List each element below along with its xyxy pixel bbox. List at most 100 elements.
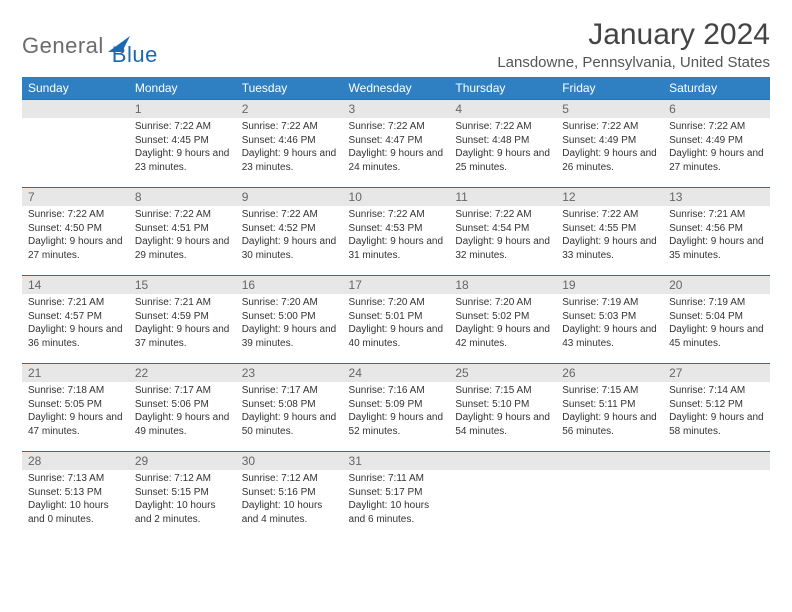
day-content: Sunrise: 7:22 AMSunset: 4:49 PMDaylight:…	[663, 118, 770, 178]
calendar-day: 11Sunrise: 7:22 AMSunset: 4:54 PMDayligh…	[449, 187, 556, 275]
day-content: Sunrise: 7:22 AMSunset: 4:55 PMDaylight:…	[556, 206, 663, 266]
calendar-day: 2Sunrise: 7:22 AMSunset: 4:46 PMDaylight…	[236, 99, 343, 187]
day-content: Sunrise: 7:22 AMSunset: 4:50 PMDaylight:…	[22, 206, 129, 266]
weekday-header: Tuesday	[236, 77, 343, 99]
weekday-header: Saturday	[663, 77, 770, 99]
calendar-day: 22Sunrise: 7:17 AMSunset: 5:06 PMDayligh…	[129, 363, 236, 451]
day-number: 15	[129, 275, 236, 294]
calendar-day: 18Sunrise: 7:20 AMSunset: 5:02 PMDayligh…	[449, 275, 556, 363]
calendar-day: 20Sunrise: 7:19 AMSunset: 5:04 PMDayligh…	[663, 275, 770, 363]
calendar-day: 9Sunrise: 7:22 AMSunset: 4:52 PMDaylight…	[236, 187, 343, 275]
day-content: Sunrise: 7:22 AMSunset: 4:46 PMDaylight:…	[236, 118, 343, 178]
day-content: Sunrise: 7:20 AMSunset: 5:00 PMDaylight:…	[236, 294, 343, 354]
calendar-day: 31Sunrise: 7:11 AMSunset: 5:17 PMDayligh…	[343, 451, 450, 539]
day-number: 2	[236, 99, 343, 118]
day-number-empty	[556, 451, 663, 470]
weekday-row: SundayMondayTuesdayWednesdayThursdayFrid…	[22, 77, 770, 99]
logo-text-general: General	[22, 33, 104, 59]
day-number: 13	[663, 187, 770, 206]
day-number: 22	[129, 363, 236, 382]
day-number-empty	[663, 451, 770, 470]
day-content: Sunrise: 7:21 AMSunset: 4:59 PMDaylight:…	[129, 294, 236, 354]
calendar-body: 1Sunrise: 7:22 AMSunset: 4:45 PMDaylight…	[22, 99, 770, 539]
day-number: 25	[449, 363, 556, 382]
calendar-day: 15Sunrise: 7:21 AMSunset: 4:59 PMDayligh…	[129, 275, 236, 363]
weekday-header: Monday	[129, 77, 236, 99]
day-number: 10	[343, 187, 450, 206]
day-number: 20	[663, 275, 770, 294]
calendar-day: 28Sunrise: 7:13 AMSunset: 5:13 PMDayligh…	[22, 451, 129, 539]
day-number: 28	[22, 451, 129, 470]
weekday-header: Wednesday	[343, 77, 450, 99]
logo-text-blue: Blue	[112, 42, 158, 68]
calendar-day: 13Sunrise: 7:21 AMSunset: 4:56 PMDayligh…	[663, 187, 770, 275]
calendar-row: 28Sunrise: 7:13 AMSunset: 5:13 PMDayligh…	[22, 451, 770, 539]
day-content: Sunrise: 7:20 AMSunset: 5:01 PMDaylight:…	[343, 294, 450, 354]
day-content: Sunrise: 7:11 AMSunset: 5:17 PMDaylight:…	[343, 470, 450, 530]
calendar-day: 17Sunrise: 7:20 AMSunset: 5:01 PMDayligh…	[343, 275, 450, 363]
day-number: 4	[449, 99, 556, 118]
day-content: Sunrise: 7:17 AMSunset: 5:06 PMDaylight:…	[129, 382, 236, 442]
day-number: 16	[236, 275, 343, 294]
calendar-day: 30Sunrise: 7:12 AMSunset: 5:16 PMDayligh…	[236, 451, 343, 539]
day-number: 14	[22, 275, 129, 294]
calendar-day: 8Sunrise: 7:22 AMSunset: 4:51 PMDaylight…	[129, 187, 236, 275]
day-content: Sunrise: 7:22 AMSunset: 4:49 PMDaylight:…	[556, 118, 663, 178]
calendar-head: SundayMondayTuesdayWednesdayThursdayFrid…	[22, 77, 770, 99]
location: Lansdowne, Pennsylvania, United States	[497, 54, 770, 71]
calendar-day-empty	[449, 451, 556, 539]
day-number: 19	[556, 275, 663, 294]
calendar-day: 1Sunrise: 7:22 AMSunset: 4:45 PMDaylight…	[129, 99, 236, 187]
day-number: 7	[22, 187, 129, 206]
day-number: 12	[556, 187, 663, 206]
day-content: Sunrise: 7:21 AMSunset: 4:56 PMDaylight:…	[663, 206, 770, 266]
calendar-day: 10Sunrise: 7:22 AMSunset: 4:53 PMDayligh…	[343, 187, 450, 275]
calendar-day: 14Sunrise: 7:21 AMSunset: 4:57 PMDayligh…	[22, 275, 129, 363]
calendar-day: 23Sunrise: 7:17 AMSunset: 5:08 PMDayligh…	[236, 363, 343, 451]
calendar-day: 6Sunrise: 7:22 AMSunset: 4:49 PMDaylight…	[663, 99, 770, 187]
day-content: Sunrise: 7:22 AMSunset: 4:48 PMDaylight:…	[449, 118, 556, 178]
day-content: Sunrise: 7:19 AMSunset: 5:04 PMDaylight:…	[663, 294, 770, 354]
day-content: Sunrise: 7:22 AMSunset: 4:45 PMDaylight:…	[129, 118, 236, 178]
title-block: January 2024 Lansdowne, Pennsylvania, Un…	[497, 18, 770, 71]
day-content: Sunrise: 7:21 AMSunset: 4:57 PMDaylight:…	[22, 294, 129, 354]
calendar-row: 7Sunrise: 7:22 AMSunset: 4:50 PMDaylight…	[22, 187, 770, 275]
calendar-day: 24Sunrise: 7:16 AMSunset: 5:09 PMDayligh…	[343, 363, 450, 451]
day-number: 30	[236, 451, 343, 470]
day-content: Sunrise: 7:22 AMSunset: 4:52 PMDaylight:…	[236, 206, 343, 266]
day-content: Sunrise: 7:13 AMSunset: 5:13 PMDaylight:…	[22, 470, 129, 530]
day-number: 9	[236, 187, 343, 206]
day-number: 11	[449, 187, 556, 206]
calendar-day-empty	[663, 451, 770, 539]
calendar-day: 29Sunrise: 7:12 AMSunset: 5:15 PMDayligh…	[129, 451, 236, 539]
day-number: 8	[129, 187, 236, 206]
day-content: Sunrise: 7:20 AMSunset: 5:02 PMDaylight:…	[449, 294, 556, 354]
day-number: 23	[236, 363, 343, 382]
calendar-table: SundayMondayTuesdayWednesdayThursdayFrid…	[22, 77, 770, 539]
weekday-header: Friday	[556, 77, 663, 99]
day-number: 26	[556, 363, 663, 382]
day-number-empty	[22, 99, 129, 118]
calendar-day: 21Sunrise: 7:18 AMSunset: 5:05 PMDayligh…	[22, 363, 129, 451]
calendar-day-empty	[556, 451, 663, 539]
day-number: 5	[556, 99, 663, 118]
day-content: Sunrise: 7:17 AMSunset: 5:08 PMDaylight:…	[236, 382, 343, 442]
calendar-day: 25Sunrise: 7:15 AMSunset: 5:10 PMDayligh…	[449, 363, 556, 451]
day-content: Sunrise: 7:22 AMSunset: 4:54 PMDaylight:…	[449, 206, 556, 266]
calendar-row: 1Sunrise: 7:22 AMSunset: 4:45 PMDaylight…	[22, 99, 770, 187]
day-content: Sunrise: 7:19 AMSunset: 5:03 PMDaylight:…	[556, 294, 663, 354]
calendar-day: 5Sunrise: 7:22 AMSunset: 4:49 PMDaylight…	[556, 99, 663, 187]
day-content: Sunrise: 7:14 AMSunset: 5:12 PMDaylight:…	[663, 382, 770, 442]
logo: General Blue	[22, 18, 158, 68]
calendar-day-empty	[22, 99, 129, 187]
day-number: 1	[129, 99, 236, 118]
header: General Blue January 2024 Lansdowne, Pen…	[22, 18, 770, 71]
calendar-day: 27Sunrise: 7:14 AMSunset: 5:12 PMDayligh…	[663, 363, 770, 451]
calendar-day: 3Sunrise: 7:22 AMSunset: 4:47 PMDaylight…	[343, 99, 450, 187]
calendar-day: 12Sunrise: 7:22 AMSunset: 4:55 PMDayligh…	[556, 187, 663, 275]
day-number: 27	[663, 363, 770, 382]
day-number: 24	[343, 363, 450, 382]
day-content: Sunrise: 7:16 AMSunset: 5:09 PMDaylight:…	[343, 382, 450, 442]
calendar-day: 4Sunrise: 7:22 AMSunset: 4:48 PMDaylight…	[449, 99, 556, 187]
calendar-row: 21Sunrise: 7:18 AMSunset: 5:05 PMDayligh…	[22, 363, 770, 451]
